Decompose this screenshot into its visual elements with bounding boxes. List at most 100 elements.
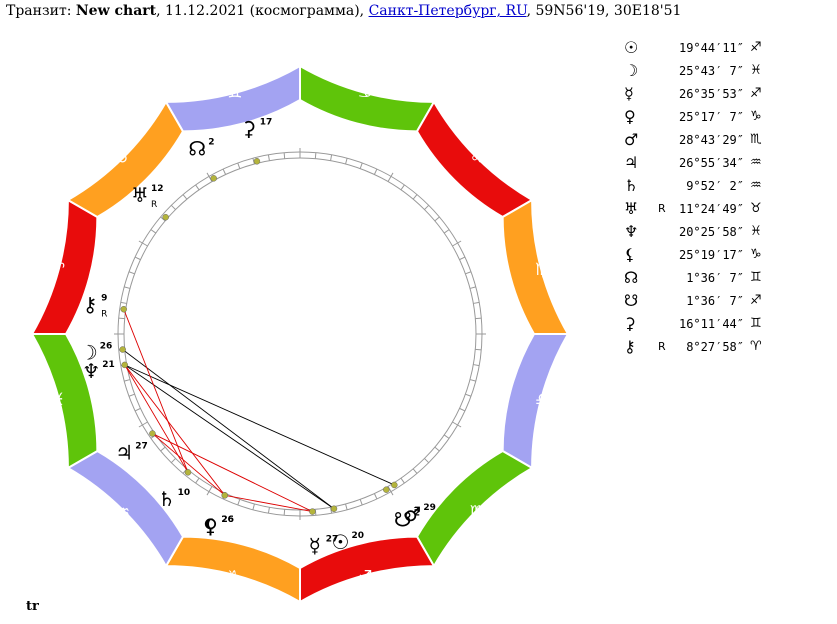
retrograde-marker — [658, 243, 668, 266]
planet-row-saturn: ♄ 9°52′ 2″ ♒ — [621, 174, 774, 197]
planet-degree-label: 2 — [208, 138, 214, 148]
zodiac-sign-icon: ♏ — [750, 132, 762, 147]
zodiac-sign-icon: ♓ — [750, 224, 762, 239]
planet-dot — [383, 486, 390, 493]
zodiac-sign-icon: ♒ — [115, 502, 130, 522]
degree-tick — [412, 194, 418, 200]
degree-tick — [252, 158, 255, 165]
south-node-icon: ☋ — [394, 507, 412, 531]
retrograde-marker — [658, 174, 668, 197]
degree-tick — [314, 152, 317, 159]
degree-tick — [459, 407, 466, 412]
planet-degree-label: 10 — [178, 488, 191, 498]
degree-tick — [434, 216, 440, 222]
retrograde-marker: R — [658, 202, 666, 215]
planet-row-sun: ☉ 19°44′11″ ♐ — [621, 36, 774, 59]
degree-tick — [452, 421, 462, 428]
retrograde-marker — [658, 105, 668, 128]
degree-tick — [400, 477, 405, 484]
planet-row-lilith: ⚸ 25°19′17″ ♑ — [621, 243, 774, 266]
degree-tick — [465, 271, 472, 275]
degree-tick — [124, 379, 131, 382]
retrograde-marker — [658, 36, 668, 59]
planet-position: 25°43′ 7″ — [678, 63, 744, 78]
degree-tick — [160, 216, 166, 222]
planet-position: 26°55′34″ — [678, 155, 744, 170]
zodiac-sign-icon: ♊ — [750, 316, 762, 331]
planet-degree-label: 21 — [102, 360, 115, 370]
retrograde-marker — [658, 59, 668, 82]
moon-icon: ☽ — [80, 340, 98, 364]
degree-tick — [138, 421, 148, 428]
planet-row-moon: ☽ 25°43′ 7″ ♓ — [621, 59, 774, 82]
planet-position: 20°25′58″ — [678, 224, 744, 239]
zodiac-sign-icon: ♈ — [50, 260, 65, 280]
degree-tick — [373, 168, 378, 175]
saturn-icon: ♄ — [158, 487, 176, 511]
retrograde-marker — [658, 220, 668, 243]
degree-tick — [237, 499, 241, 506]
zodiac-sign-icon: ♒ — [750, 155, 762, 170]
degree-tick — [469, 286, 476, 289]
uranus-icon: ♅ — [624, 199, 639, 218]
aspect-line — [122, 349, 335, 510]
zodiac-sign-icon: ♒ — [750, 178, 762, 193]
selena-icon: ⚳ — [241, 116, 256, 140]
chiron-icon: ⚷ — [624, 337, 636, 356]
lilith-icon: ⚸ — [624, 245, 636, 264]
planet-dot — [309, 508, 316, 515]
location-link[interactable]: Санкт-Петербург, RU — [368, 3, 527, 19]
planet-row-south-node: ☋ 1°36′ 7″ ♐ — [621, 289, 774, 312]
planet-dot — [162, 213, 169, 221]
degree-tick — [128, 271, 135, 275]
degree-tick — [252, 503, 255, 510]
degree-tick — [267, 507, 270, 514]
degree-tick — [434, 446, 440, 452]
retrograde-marker: R — [658, 340, 666, 353]
planet-row-north-node: ☊ 1°36′ 7″ ♊ — [621, 266, 774, 289]
zodiac-sign-icon: ♎ — [535, 390, 550, 410]
retrograde-marker — [658, 151, 668, 174]
retrograde-marker: R — [101, 309, 107, 319]
aspect-line — [123, 309, 189, 473]
degree-tick — [424, 458, 430, 464]
degree-tick — [443, 434, 450, 439]
inner-circle-inner — [123, 157, 477, 511]
aspect-line — [124, 364, 226, 496]
planet-row-jupiter: ♃ 26°55′34″ ♒ — [621, 151, 774, 174]
planet-position: 25°19′17″ — [678, 247, 744, 262]
chart-coordinates: , 59N56'19, 30E18'51 — [526, 3, 682, 19]
zodiac-sign-icon: ♌ — [470, 148, 485, 168]
zodiac-sign-icon: ♍ — [535, 260, 550, 280]
planet-position: 1°36′ 7″ — [686, 293, 744, 308]
planet-dot — [210, 175, 217, 182]
degree-tick — [124, 286, 131, 289]
degree-tick — [424, 204, 430, 210]
selena-icon: ⚳ — [624, 314, 636, 333]
aspect-line — [124, 364, 395, 486]
degree-tick — [195, 477, 200, 484]
zodiac-sign-icon: ♓ — [50, 390, 65, 410]
planet-dot — [119, 346, 126, 353]
degree-tick — [469, 379, 476, 382]
zodiac-sign-icon: ♐ — [750, 293, 762, 308]
chart-name: New chart — [75, 3, 157, 19]
planet-dot — [391, 481, 398, 489]
planet-position: 11°24′49″ — [678, 201, 744, 216]
retrograde-marker — [658, 266, 668, 289]
planet-dot — [330, 505, 338, 512]
planet-position: 25°17′ 7″ — [678, 109, 744, 124]
aspect-line — [224, 494, 313, 513]
degree-tick — [359, 499, 363, 506]
header-prefix: Транзит: — [6, 3, 76, 19]
degree-tick — [267, 154, 270, 161]
planet-dot — [221, 492, 229, 499]
zodiac-sign-icon: ♈ — [750, 339, 762, 354]
zodiac-sign-icon: ♐ — [357, 567, 372, 587]
degree-tick — [195, 184, 200, 191]
degree-tick — [412, 468, 418, 474]
planet-dot — [121, 361, 128, 369]
planet-position: 19°44′11″ — [678, 40, 744, 55]
lilith-icon: ⚸ — [203, 514, 218, 538]
degree-tick — [160, 446, 166, 452]
